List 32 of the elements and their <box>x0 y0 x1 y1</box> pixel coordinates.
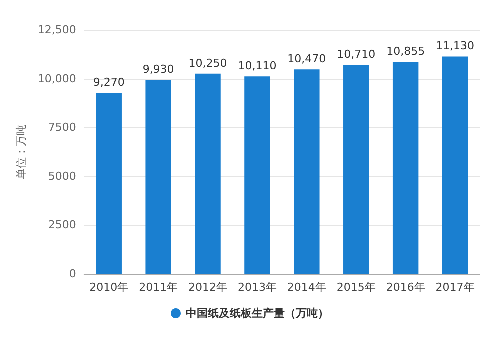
data-label: 10,250 <box>188 56 228 70</box>
bar <box>442 56 468 274</box>
bar <box>195 74 221 274</box>
bar <box>344 64 370 274</box>
bar <box>244 76 270 274</box>
x-tick-label: 2011年 <box>139 281 178 294</box>
data-label: 10,855 <box>386 45 426 58</box>
y-tick-label: 2500 <box>48 218 76 232</box>
y-tick-label: 12,500 <box>38 24 76 36</box>
y-tick-label: 10,000 <box>38 72 76 86</box>
x-tick-label: 2014年 <box>287 281 326 294</box>
bar <box>146 80 172 274</box>
x-tick-label: 2012年 <box>188 281 228 294</box>
x-tick-label: 2015年 <box>336 281 376 294</box>
data-label: 9,270 <box>93 76 125 90</box>
y-tick-label: 7500 <box>48 121 76 134</box>
y-axis-title: 单位：万吨 <box>15 124 28 180</box>
data-label: 10,110 <box>238 60 277 73</box>
bar <box>294 70 320 274</box>
data-label: 10,710 <box>337 48 376 61</box>
data-label: 9,930 <box>142 63 174 76</box>
legend-label: 中国纸及纸板生产量（万吨） <box>186 307 329 320</box>
bar <box>96 93 122 274</box>
data-label: 10,470 <box>288 52 326 66</box>
x-tick-label: 2016年 <box>386 281 426 294</box>
x-tick-label: 2017年 <box>436 281 475 294</box>
data-label: 11,130 <box>436 40 475 53</box>
y-tick-label: 0 <box>69 268 76 280</box>
y-tick-label: 5000 <box>48 170 76 183</box>
x-tick-label: 2010年 <box>90 281 129 294</box>
bar <box>392 62 419 274</box>
x-tick-label: 2013年 <box>238 281 277 294</box>
